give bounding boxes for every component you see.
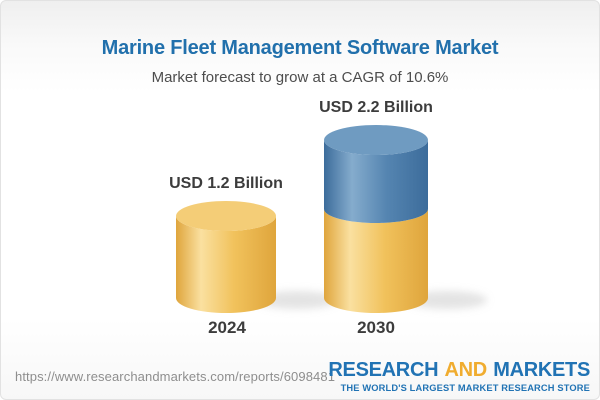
bar-2030-growth-segment — [324, 140, 428, 223]
bar-2030-top-face — [324, 125, 428, 155]
category-label-2024: 2024 — [208, 318, 246, 337]
category-label-2030: 2030 — [357, 318, 395, 337]
bar-2024-cylinder — [176, 201, 276, 313]
value-label-2030: USD 2.2 Billion — [319, 99, 433, 116]
logo-word-research: RESEARCH — [328, 359, 439, 381]
page-subtitle: Market forecast to grow at a CAGR of 10.… — [151, 69, 449, 86]
logo-wordmark: RESEARCH AND MARKETS — [328, 360, 590, 380]
cylinder-shadow-2024 — [257, 291, 337, 309]
report-url[interactable]: https://www.researchandmarkets.com/repor… — [15, 369, 336, 384]
bar-2030-cylinder — [324, 125, 428, 313]
page-title: Marine Fleet Management Software Market — [101, 37, 499, 60]
bar-2024-body — [176, 216, 276, 313]
value-label-2024: USD 1.2 Billion — [169, 175, 283, 192]
bar-2030-base-segment — [324, 209, 428, 313]
research-and-markets-logo[interactable]: RESEARCH AND MARKETS THE WORLD'S LARGEST… — [328, 360, 590, 393]
logo-tagline: THE WORLD'S LARGEST MARKET RESEARCH STOR… — [340, 383, 590, 393]
logo-word-and: AND — [444, 359, 488, 381]
logo-word-markets: MARKETS — [493, 359, 590, 381]
bar-2024-top-face — [176, 201, 276, 231]
